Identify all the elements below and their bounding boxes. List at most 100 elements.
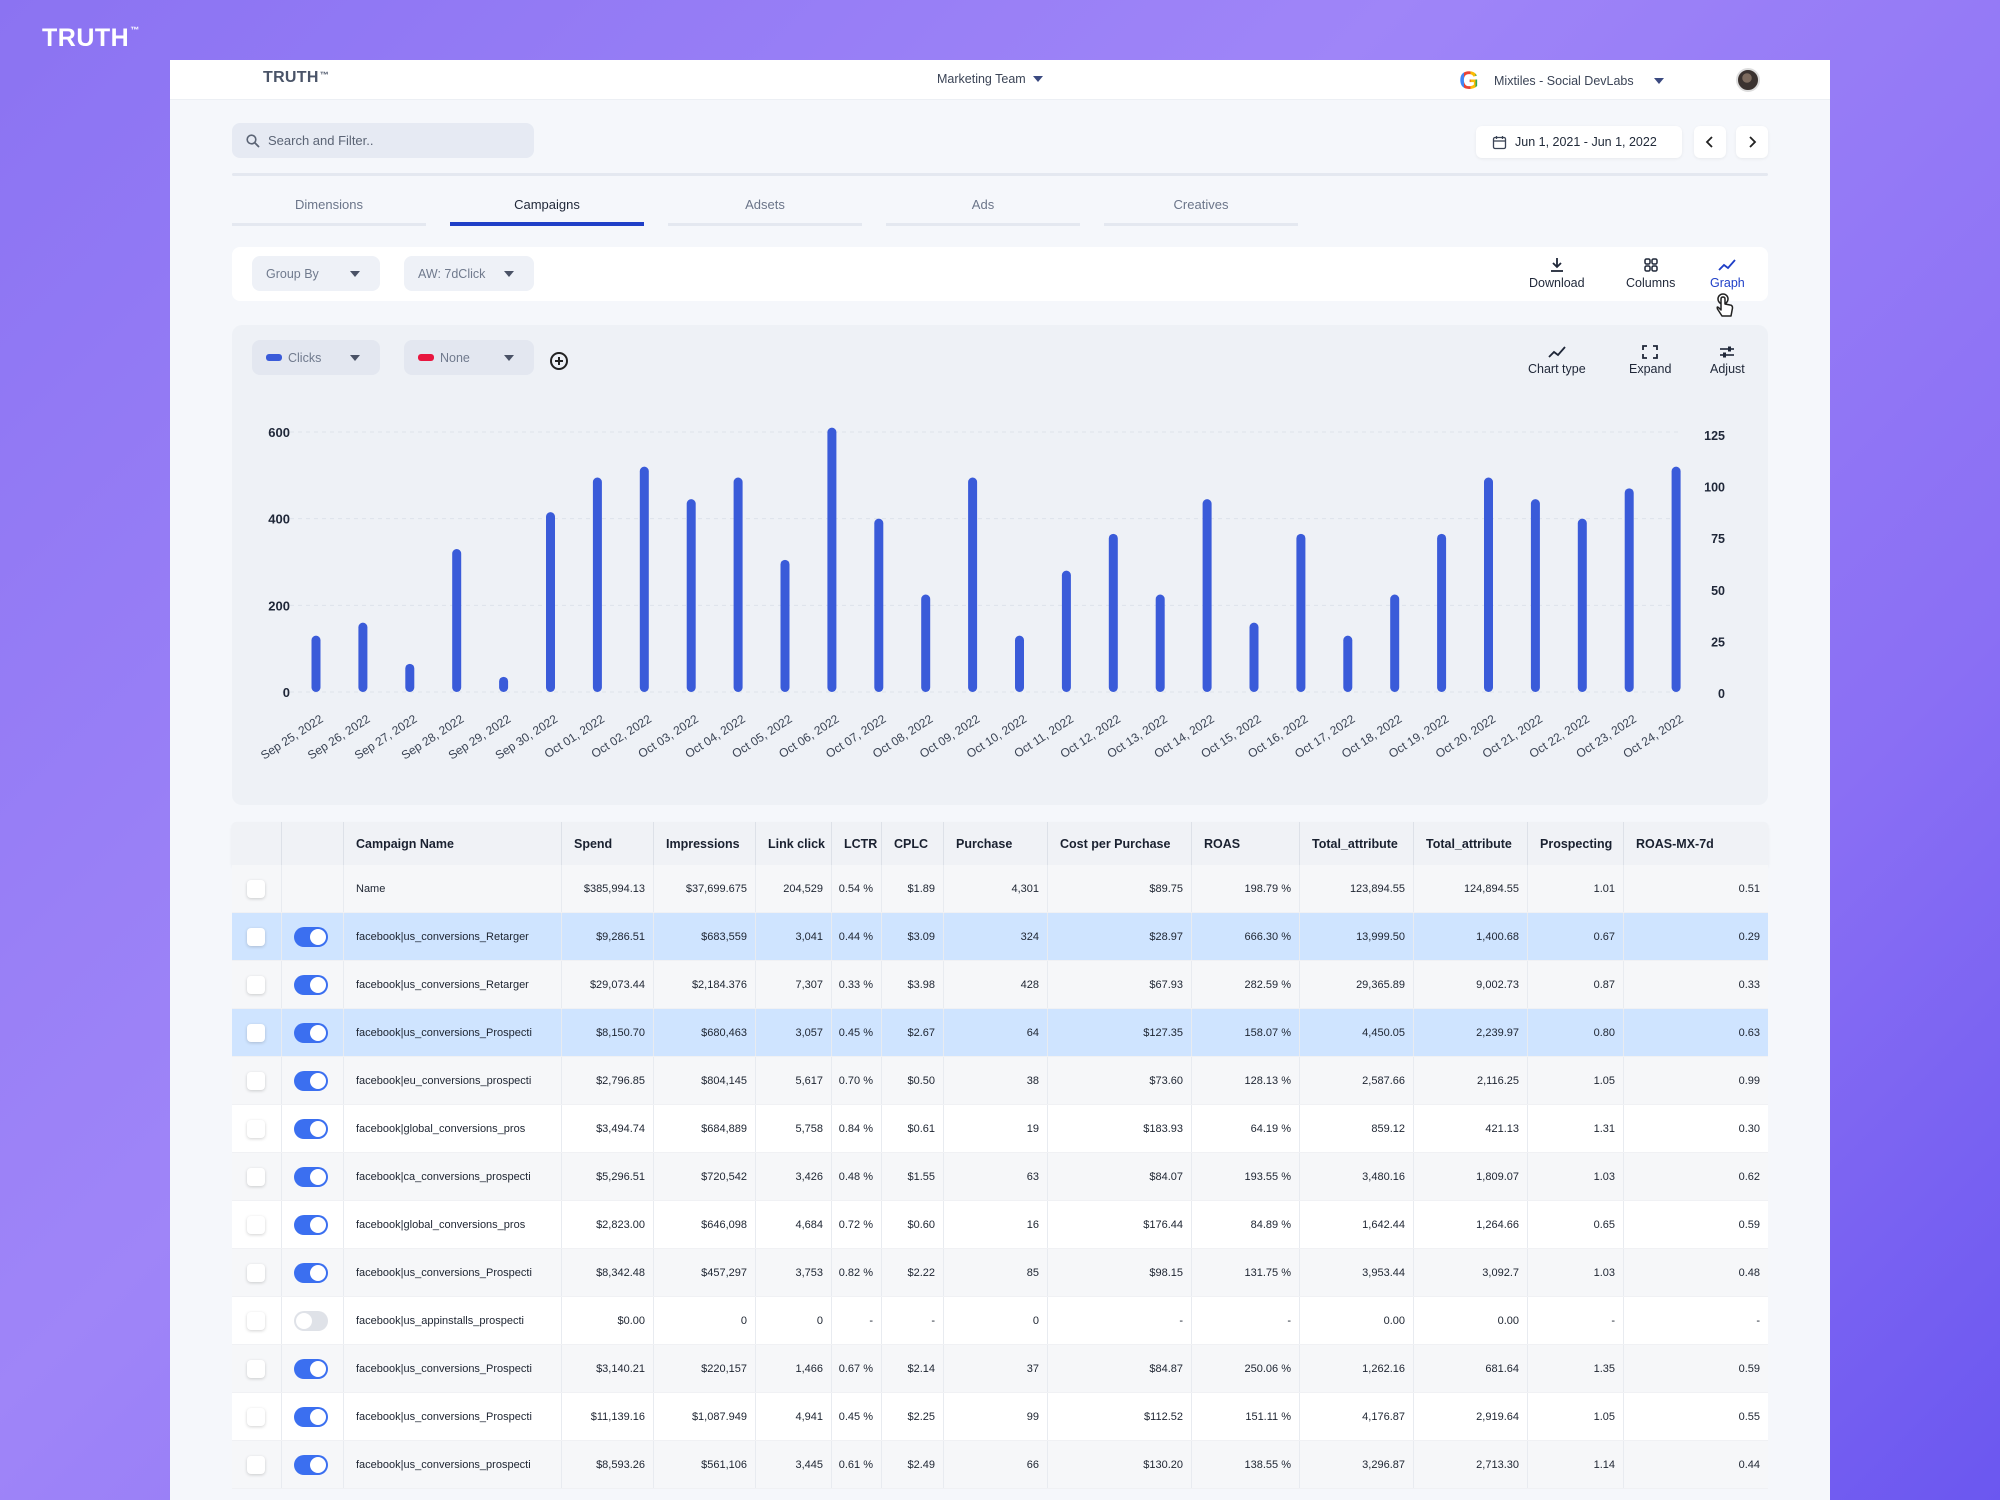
- row-checkbox[interactable]: [247, 975, 265, 994]
- column-header[interactable]: Total_attribute: [1414, 822, 1528, 865]
- status-toggle[interactable]: [294, 1262, 328, 1283]
- table-cell: 282.59 %: [1192, 961, 1300, 1008]
- campaign-name-cell: facebook|us_conversions_prospecti: [344, 1441, 562, 1488]
- add-metric-icon[interactable]: [550, 352, 568, 370]
- table-row[interactable]: Name $385,994.13 $37,699.675 204,529 0.54 % $…: [232, 865, 1768, 913]
- table-row[interactable]: facebook|us_conversions_Prospecti $8,150.…: [232, 1009, 1768, 1057]
- table-row[interactable]: facebook|eu_conversions_prospecti $2,796.…: [232, 1057, 1768, 1105]
- y2-tick-label: 50: [1711, 584, 1725, 598]
- adjust-button[interactable]: Adjust: [1710, 345, 1745, 376]
- tab-campaigns[interactable]: Campaigns: [450, 197, 644, 226]
- table-cell: $220,157: [654, 1345, 756, 1392]
- tab-dimensions[interactable]: Dimensions: [232, 197, 426, 226]
- prev-period-button[interactable]: [1694, 126, 1726, 158]
- column-header[interactable]: Total_attribute: [1300, 822, 1414, 865]
- column-header[interactable]: Cost per Purchase: [1048, 822, 1192, 865]
- column-header[interactable]: Link click: [756, 822, 832, 865]
- group-by-dropdown[interactable]: Group By: [252, 256, 380, 291]
- table-cell: 99: [944, 1393, 1048, 1440]
- table-row[interactable]: facebook|global_conversions_pros $2,823.0…: [232, 1201, 1768, 1249]
- status-toggle[interactable]: [294, 926, 328, 947]
- status-toggle[interactable]: [294, 974, 328, 995]
- table-cell: $2,823.00: [562, 1201, 654, 1248]
- row-checkbox[interactable]: [247, 1215, 265, 1234]
- column-header[interactable]: Impressions: [654, 822, 756, 865]
- table-cell: -: [1048, 1297, 1192, 1344]
- account-selector[interactable]: G Mixtiles - Social DevLabs: [1456, 68, 1664, 94]
- status-toggle[interactable]: [294, 1022, 328, 1043]
- table-row[interactable]: facebook|us_conversions_Prospecti $8,342.…: [232, 1249, 1768, 1297]
- bar: [1249, 622, 1259, 692]
- table-cell: $0.60: [882, 1201, 944, 1248]
- table-cell: 0: [654, 1297, 756, 1344]
- column-header[interactable]: ROAS-MX-7d: [1636, 836, 1714, 851]
- table-row[interactable]: facebook|us_conversions_Retarger $29,073.…: [232, 961, 1768, 1009]
- status-toggle[interactable]: [294, 1454, 328, 1475]
- avatar[interactable]: [1736, 68, 1760, 92]
- app-logo[interactable]: TRUTH™: [263, 69, 330, 86]
- metric2-dropdown[interactable]: None: [404, 340, 534, 375]
- status-toggle[interactable]: [294, 1118, 328, 1139]
- column-header[interactable]: Campaign Name: [344, 822, 562, 865]
- columns-button[interactable]: Columns: [1626, 257, 1675, 290]
- column-header[interactable]: Prospecting: [1528, 822, 1624, 865]
- status-cell: [282, 1009, 344, 1056]
- search-input[interactable]: [268, 133, 498, 148]
- table-cell: 4,684: [756, 1201, 832, 1248]
- chart-type-button[interactable]: Chart type: [1528, 345, 1586, 376]
- date-range-picker[interactable]: Jun 1, 2021 - Jun 1, 2022: [1476, 126, 1682, 158]
- table-row[interactable]: facebook|us_conversions_prospecti $8,593.…: [232, 1441, 1768, 1489]
- table-row[interactable]: facebook|global_conversions_pros $3,494.7…: [232, 1105, 1768, 1153]
- attribution-dropdown[interactable]: AW: 7dClick: [404, 256, 534, 291]
- table-row[interactable]: facebook|us_conversions_Prospecti $11,139…: [232, 1393, 1768, 1441]
- table-cell: $5,296.51: [562, 1153, 654, 1200]
- row-checkbox[interactable]: [247, 1455, 265, 1474]
- bar: [968, 477, 978, 692]
- column-header[interactable]: CPLC: [882, 822, 944, 865]
- row-checkbox[interactable]: [247, 1311, 265, 1330]
- row-checkbox[interactable]: [247, 1167, 265, 1186]
- tab-ads[interactable]: Ads: [886, 197, 1080, 226]
- status-toggle[interactable]: [294, 1214, 328, 1235]
- row-checkbox[interactable]: [247, 1023, 265, 1042]
- table-cell: 0.59: [1738, 1218, 1760, 1231]
- row-checkbox[interactable]: [247, 1071, 265, 1090]
- table-row[interactable]: facebook|us_conversions_Retarger $9,286.5…: [232, 913, 1768, 961]
- table-row[interactable]: facebook|us_appinstalls_prospecti $0.00 0 0…: [232, 1297, 1768, 1345]
- campaign-name-cell: facebook|ca_conversions_prospecti: [344, 1153, 562, 1200]
- search-bar[interactable]: [232, 123, 534, 158]
- table-cell: 1,809.07: [1414, 1153, 1528, 1200]
- column-header[interactable]: Purchase: [944, 822, 1048, 865]
- status-toggle[interactable]: [294, 1166, 328, 1187]
- status-toggle[interactable]: [294, 1406, 328, 1427]
- table-cell: 4,941: [756, 1393, 832, 1440]
- status-toggle[interactable]: [294, 1070, 328, 1091]
- column-header[interactable]: Spend: [562, 822, 654, 865]
- table-cell: 0.44: [1738, 1458, 1760, 1471]
- column-header[interactable]: ROAS: [1192, 822, 1300, 865]
- tab-creatives[interactable]: Creatives: [1104, 197, 1298, 226]
- row-checkbox[interactable]: [247, 1119, 265, 1138]
- row-checkbox[interactable]: [247, 1263, 265, 1282]
- divider: [232, 173, 1768, 176]
- row-checkbox[interactable]: [247, 1407, 265, 1426]
- graph-button[interactable]: Graph: [1710, 257, 1745, 290]
- table-cell: 0.33 %: [832, 961, 882, 1008]
- metric1-dropdown[interactable]: Clicks: [252, 340, 380, 375]
- column-header[interactable]: LCTR: [832, 822, 882, 865]
- status-toggle[interactable]: [294, 1310, 328, 1331]
- expand-button[interactable]: Expand: [1629, 345, 1671, 376]
- tab-adsets[interactable]: Adsets: [668, 197, 862, 226]
- row-checkbox[interactable]: [247, 1359, 265, 1378]
- team-selector[interactable]: Marketing Team: [937, 72, 1043, 86]
- status-toggle[interactable]: [294, 1358, 328, 1379]
- row-checkbox[interactable]: [247, 879, 265, 898]
- next-period-button[interactable]: [1736, 126, 1768, 158]
- download-button[interactable]: Download: [1529, 257, 1585, 290]
- table-cell: $9,286.51: [562, 913, 654, 960]
- table-cell: 0.00: [1300, 1297, 1414, 1344]
- table-row[interactable]: facebook|ca_conversions_prospecti $5,296.…: [232, 1153, 1768, 1201]
- table-cell: 3,480.16: [1300, 1153, 1414, 1200]
- table-row[interactable]: facebook|us_conversions_Prospecti $3,140.…: [232, 1345, 1768, 1393]
- row-checkbox[interactable]: [247, 927, 265, 946]
